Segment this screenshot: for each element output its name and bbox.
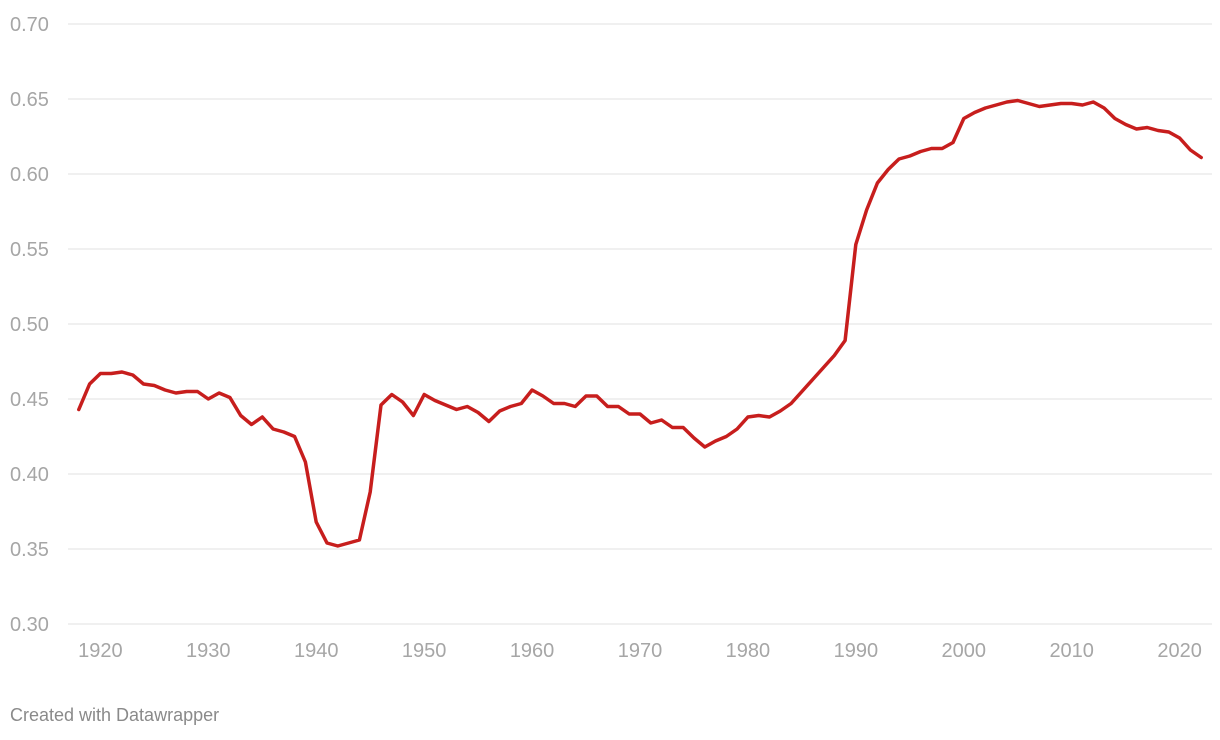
chart-canvas: 0.30 0.35 0.40 0.45 0.50 0.55 0.60 0.65 0.70 192…: [10, 14, 1212, 662]
x-tick-label: 1950: [402, 640, 447, 662]
x-tick-label: 1940: [294, 640, 339, 662]
x-tick-label: 1960: [510, 640, 555, 662]
datawrapper-credit: Created with Datawrapper: [10, 705, 220, 725]
x-tick-label: 1930: [186, 640, 231, 662]
y-axis: 0.30 0.35 0.40 0.45 0.50 0.55 0.60 0.65 0.70: [10, 14, 49, 636]
series-layer: [77, 98, 1203, 548]
series-line: [77, 98, 1203, 548]
y-tick-label: 0.45: [10, 389, 49, 411]
x-tick-label: 1990: [834, 640, 879, 662]
x-tick-label: 1970: [618, 640, 663, 662]
grid-layer: [68, 23, 1212, 625]
y-tick-label: 0.30: [10, 614, 49, 636]
x-tick-label: 1920: [78, 640, 123, 662]
x-tick-label: 2010: [1049, 640, 1094, 662]
x-tick-label: 2000: [942, 640, 987, 662]
x-tick-label: 1980: [726, 640, 771, 662]
y-tick-label: 0.65: [10, 89, 49, 111]
y-tick-label: 0.60: [10, 164, 49, 186]
x-tick-label: 2020: [1157, 640, 1202, 662]
y-tick-label: 0.70: [10, 14, 49, 36]
y-tick-label: 0.50: [10, 314, 49, 336]
x-axis: 1920 1930 1940 1950 1960 1970 1980 1990 2000 2010…: [78, 640, 1202, 662]
y-tick-label: 0.40: [10, 464, 49, 486]
y-tick-label: 0.55: [10, 239, 49, 261]
y-tick-label: 0.35: [10, 539, 49, 561]
